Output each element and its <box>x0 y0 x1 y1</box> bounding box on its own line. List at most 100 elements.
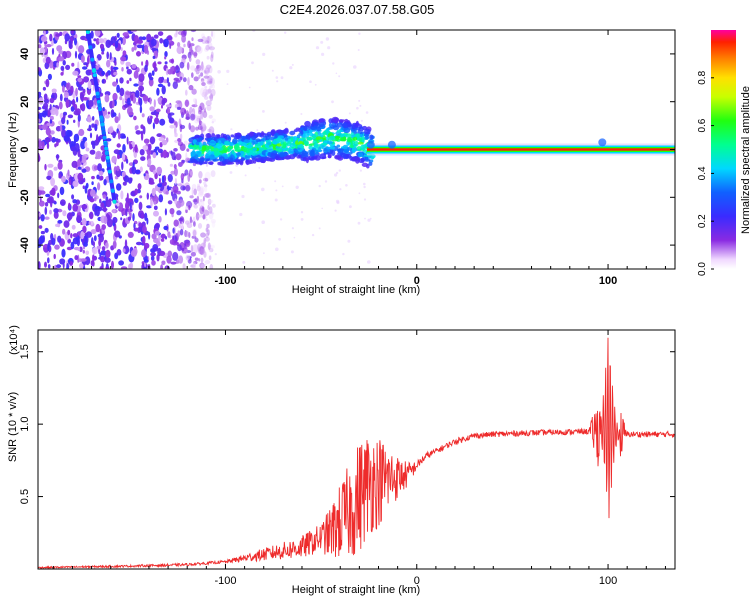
noise-blob <box>204 85 208 89</box>
noise-blob <box>229 171 233 174</box>
ridge-blob <box>245 159 249 163</box>
noise-blob <box>77 75 82 79</box>
noise-blob <box>133 115 137 121</box>
noise-blob <box>169 239 175 245</box>
ridge-blob <box>250 150 256 156</box>
noise-blob <box>80 140 86 150</box>
noise-blob <box>77 159 81 166</box>
noise-blob <box>127 231 134 238</box>
ridge-blob <box>359 134 363 137</box>
noise-blob <box>203 209 210 216</box>
noise-blob <box>198 187 204 196</box>
noise-blob <box>167 250 173 258</box>
colorbar-gradient <box>711 30 736 269</box>
noise-blob <box>111 155 117 164</box>
ridge-blob <box>337 122 343 128</box>
noise-blob <box>151 70 155 76</box>
noise-blob <box>76 215 82 223</box>
ridge-blob <box>339 137 347 142</box>
ridge-blob <box>270 152 276 159</box>
ridge-blob <box>322 121 327 126</box>
noise-blob <box>150 115 153 120</box>
streak-dot <box>99 115 104 120</box>
noise-blob <box>102 194 107 199</box>
noise-blob <box>70 233 73 239</box>
noise-blob <box>94 156 99 160</box>
noise-blob <box>204 236 210 242</box>
noise-blob <box>53 166 58 171</box>
noise-blob <box>120 56 127 62</box>
noise-blob <box>92 141 96 150</box>
noise-blob <box>175 30 178 36</box>
noise-blob <box>146 217 149 225</box>
noise-blob <box>63 91 69 98</box>
noise-blob <box>80 55 85 63</box>
noise-blob <box>51 47 55 55</box>
noise-blob <box>123 104 129 108</box>
noise-blob <box>327 46 331 50</box>
noise-blob <box>87 80 92 90</box>
noise-blob <box>132 161 135 168</box>
noise-blob <box>179 76 183 81</box>
noise-blob <box>205 227 209 233</box>
noise-blob <box>66 263 69 269</box>
ridge-blob <box>364 156 369 161</box>
noise-blob <box>77 172 84 181</box>
noise-blob <box>204 208 208 215</box>
noise-blob <box>124 239 128 249</box>
noise-blob <box>93 197 97 202</box>
noise-blob <box>209 85 213 89</box>
noise-blob <box>60 65 65 71</box>
noise-blob <box>71 62 75 67</box>
ridge-blob <box>243 139 250 144</box>
noise-blob <box>49 119 53 124</box>
noise-blob <box>81 168 87 173</box>
noise-blob <box>290 250 294 254</box>
ridge-blob <box>321 144 325 150</box>
noise-blob <box>242 260 246 264</box>
ridge-blob <box>199 156 205 161</box>
noise-blob <box>102 107 105 112</box>
noise-blob <box>64 33 70 42</box>
noise-blob <box>68 40 72 49</box>
noise-blob <box>45 56 51 64</box>
noise-blob <box>142 225 147 234</box>
noise-blob <box>204 47 209 52</box>
ridge-blob <box>349 144 354 149</box>
noise-blob <box>139 195 143 199</box>
ridge-blob <box>198 137 203 142</box>
noise-blob <box>178 217 184 222</box>
streak-dot <box>97 103 102 108</box>
ridge-blob <box>224 148 230 151</box>
noise-blob <box>78 166 82 170</box>
noise-blob <box>89 211 94 220</box>
spectrogram-panel: -100 0 100 -40 -20 0 20 40 Height of straight l… <box>7 29 676 296</box>
noise-blob <box>152 122 155 130</box>
noise-blob <box>61 175 66 183</box>
noise-blob <box>182 77 187 83</box>
noise-blob <box>190 252 196 257</box>
ridge-blob <box>331 116 339 123</box>
noise-blob <box>146 192 149 200</box>
noise-blob <box>210 218 216 224</box>
noise-blob <box>205 64 212 70</box>
ridge-blob <box>283 128 289 135</box>
ridge-blob <box>209 161 214 165</box>
noise-blob <box>200 78 205 83</box>
spectrogram-y-label: Frequency (Hz) <box>7 112 19 188</box>
noise-blob <box>157 31 164 36</box>
noise-blob <box>204 171 211 181</box>
ridge-blob <box>305 157 309 164</box>
ridge-blob <box>321 142 328 146</box>
noise-blob <box>187 40 191 49</box>
noise-blob <box>369 217 372 220</box>
noise-blob <box>190 30 197 33</box>
noise-blob <box>178 255 184 264</box>
noise-blob <box>38 67 41 72</box>
noise-blob <box>159 38 164 44</box>
noise-blob <box>65 64 71 70</box>
noise-blob <box>73 133 80 143</box>
noise-blob <box>71 30 75 35</box>
noise-blob <box>42 86 47 91</box>
noise-blob <box>140 213 145 219</box>
